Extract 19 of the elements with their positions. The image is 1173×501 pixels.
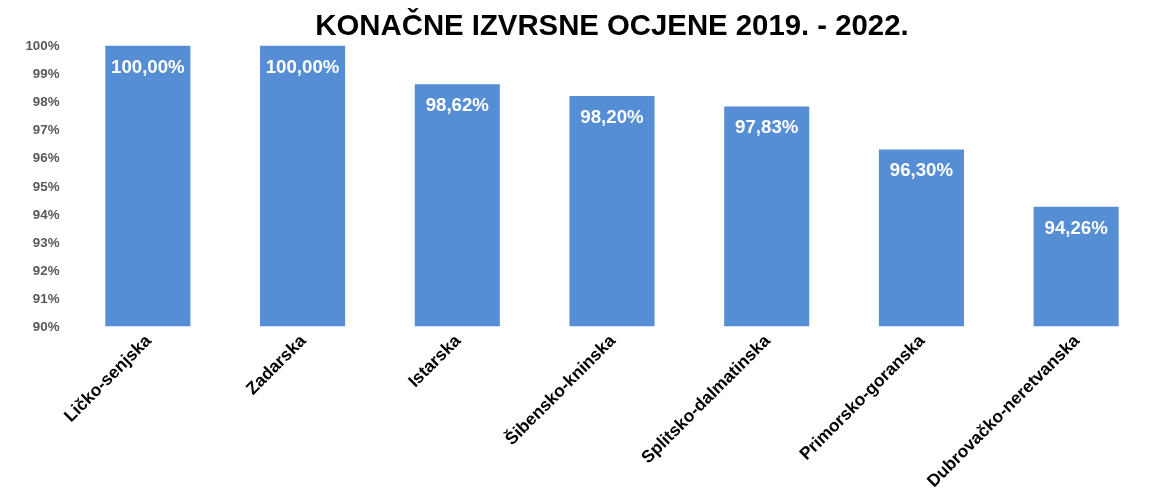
- y-tick-label: 99%: [32, 66, 60, 82]
- y-tick-label: 90%: [32, 319, 60, 334]
- data-label: 97,83%: [735, 116, 799, 138]
- y-tick-label: 100%: [25, 38, 60, 53]
- y-tick-label: 91%: [32, 290, 60, 306]
- y-tick-label: 93%: [32, 234, 60, 250]
- y-tick-label: 95%: [32, 178, 60, 194]
- data-label: 100,00%: [265, 55, 340, 77]
- data-label: 96,30%: [889, 159, 954, 181]
- y-tick-label: 97%: [32, 122, 60, 138]
- data-label: 100,00%: [111, 55, 186, 77]
- chart-title: KONAČNE IZVRSNE OCJENE 2019. - 2022.: [315, 7, 909, 41]
- data-label: 94,26%: [1044, 216, 1109, 238]
- y-tick-label: 94%: [32, 206, 60, 222]
- data-label: 98,20%: [580, 106, 645, 128]
- data-label: 98,62%: [425, 94, 490, 116]
- y-tick-label: 98%: [32, 94, 60, 110]
- y-tick-label: 96%: [32, 150, 60, 166]
- y-tick-label: 92%: [32, 262, 60, 278]
